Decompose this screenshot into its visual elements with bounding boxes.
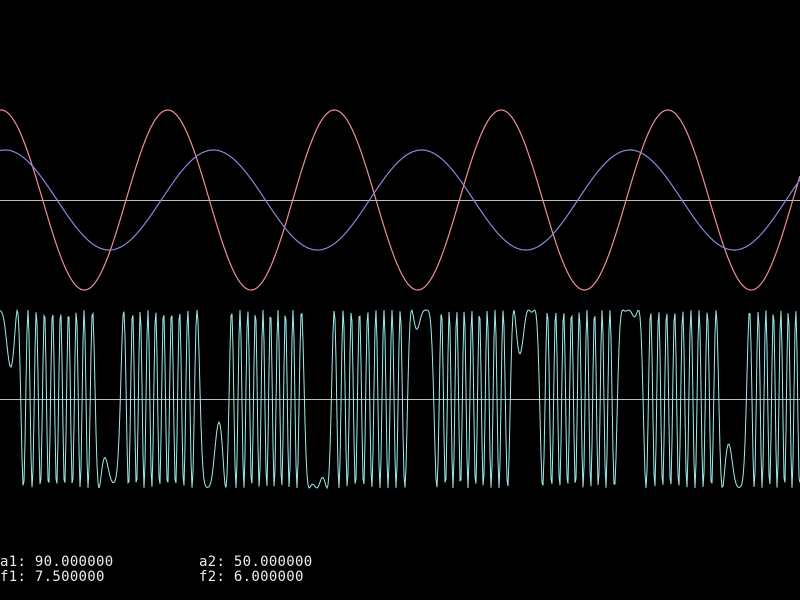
readout-f1: f1: 7.500000 [0,569,105,585]
readout-f2: f2: 6.000000 [199,569,304,585]
wave2-curve [0,149,800,251]
readout-a2: a2: 50.000000 [199,554,313,570]
readout-a1: a1: 90.000000 [0,554,114,570]
wave1-curve [0,109,800,291]
combined-wave-curve [0,308,800,490]
